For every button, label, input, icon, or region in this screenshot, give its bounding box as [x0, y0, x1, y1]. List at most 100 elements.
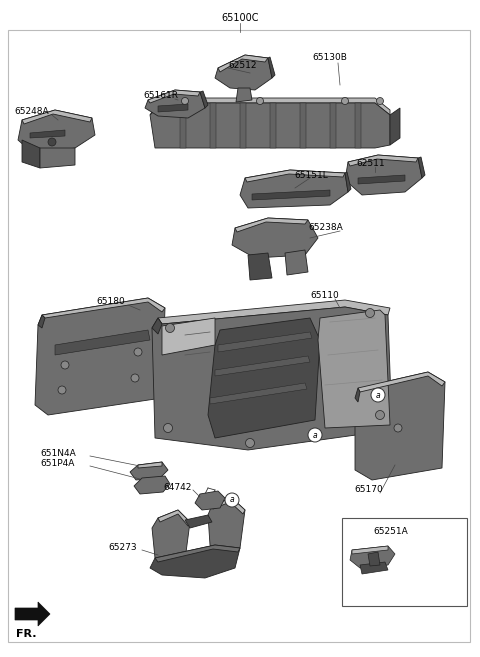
- Circle shape: [131, 374, 139, 382]
- Polygon shape: [130, 462, 168, 480]
- Polygon shape: [215, 55, 272, 90]
- Circle shape: [376, 97, 384, 104]
- Text: 65161R: 65161R: [143, 91, 178, 101]
- Polygon shape: [270, 103, 276, 148]
- Circle shape: [134, 348, 142, 356]
- Text: 65273: 65273: [108, 543, 137, 553]
- Polygon shape: [35, 298, 165, 415]
- Circle shape: [353, 525, 367, 539]
- Polygon shape: [30, 130, 65, 138]
- Circle shape: [341, 97, 348, 104]
- Polygon shape: [150, 545, 240, 578]
- Polygon shape: [218, 332, 312, 352]
- Polygon shape: [330, 103, 336, 148]
- Polygon shape: [252, 190, 330, 200]
- Polygon shape: [180, 103, 186, 148]
- Text: 65238A: 65238A: [308, 223, 343, 233]
- Polygon shape: [352, 546, 388, 554]
- Polygon shape: [185, 515, 212, 528]
- Circle shape: [48, 138, 56, 146]
- Polygon shape: [345, 172, 351, 192]
- Polygon shape: [345, 155, 422, 195]
- Polygon shape: [248, 253, 272, 280]
- Circle shape: [245, 438, 254, 447]
- Polygon shape: [358, 175, 405, 184]
- Circle shape: [225, 493, 239, 507]
- Text: 62512: 62512: [228, 60, 256, 70]
- Polygon shape: [40, 148, 75, 168]
- Polygon shape: [195, 491, 225, 510]
- Polygon shape: [145, 90, 205, 118]
- Polygon shape: [158, 300, 390, 324]
- Polygon shape: [150, 98, 390, 115]
- Circle shape: [256, 97, 264, 104]
- Polygon shape: [236, 88, 252, 102]
- Polygon shape: [210, 383, 307, 404]
- Polygon shape: [215, 356, 310, 376]
- Circle shape: [58, 386, 66, 394]
- Polygon shape: [148, 90, 200, 103]
- Text: 65100C: 65100C: [221, 13, 259, 23]
- Circle shape: [365, 309, 374, 317]
- Polygon shape: [15, 602, 50, 626]
- Polygon shape: [390, 108, 400, 145]
- Text: 62511: 62511: [356, 160, 384, 168]
- Polygon shape: [300, 103, 306, 148]
- Polygon shape: [245, 170, 345, 182]
- Circle shape: [164, 424, 172, 432]
- Polygon shape: [38, 315, 45, 328]
- Polygon shape: [348, 155, 418, 166]
- Polygon shape: [42, 298, 165, 318]
- Polygon shape: [285, 250, 308, 275]
- Polygon shape: [208, 498, 245, 558]
- Text: 651N4A: 651N4A: [40, 449, 76, 457]
- Polygon shape: [18, 110, 95, 155]
- Text: 65151L: 65151L: [294, 171, 328, 179]
- Polygon shape: [232, 218, 318, 258]
- Polygon shape: [210, 103, 216, 148]
- Circle shape: [371, 388, 385, 402]
- Circle shape: [308, 428, 322, 442]
- Polygon shape: [368, 552, 380, 566]
- Circle shape: [61, 361, 69, 369]
- Polygon shape: [158, 104, 188, 112]
- Polygon shape: [268, 57, 275, 78]
- Text: a: a: [230, 495, 234, 505]
- Polygon shape: [55, 330, 150, 355]
- Polygon shape: [22, 140, 40, 168]
- Text: FR.: FR.: [16, 629, 36, 639]
- Polygon shape: [158, 510, 190, 526]
- Text: 65130B: 65130B: [312, 53, 347, 62]
- Polygon shape: [212, 498, 245, 514]
- Polygon shape: [218, 55, 268, 72]
- Text: 64742: 64742: [163, 482, 192, 491]
- Polygon shape: [350, 546, 395, 568]
- Text: 65110: 65110: [310, 290, 339, 300]
- Polygon shape: [208, 318, 320, 438]
- Polygon shape: [355, 388, 360, 402]
- Polygon shape: [418, 157, 425, 178]
- Polygon shape: [355, 372, 445, 480]
- Text: 65170: 65170: [354, 486, 383, 495]
- Polygon shape: [358, 372, 445, 392]
- Text: 65251A: 65251A: [373, 528, 408, 537]
- Polygon shape: [152, 307, 392, 450]
- Polygon shape: [240, 170, 348, 208]
- Polygon shape: [162, 318, 215, 355]
- Polygon shape: [240, 103, 246, 148]
- Polygon shape: [318, 310, 390, 428]
- Polygon shape: [355, 103, 361, 148]
- Text: a: a: [376, 390, 380, 399]
- Text: 651P4A: 651P4A: [40, 459, 74, 468]
- Text: a: a: [312, 430, 317, 440]
- Text: 65180: 65180: [96, 298, 125, 307]
- Text: 65248A: 65248A: [14, 108, 48, 116]
- Polygon shape: [150, 103, 390, 148]
- Circle shape: [394, 424, 402, 432]
- Polygon shape: [22, 110, 92, 124]
- Polygon shape: [155, 545, 240, 562]
- Text: a: a: [358, 528, 362, 537]
- Polygon shape: [138, 462, 162, 468]
- Circle shape: [375, 411, 384, 420]
- Polygon shape: [200, 91, 208, 108]
